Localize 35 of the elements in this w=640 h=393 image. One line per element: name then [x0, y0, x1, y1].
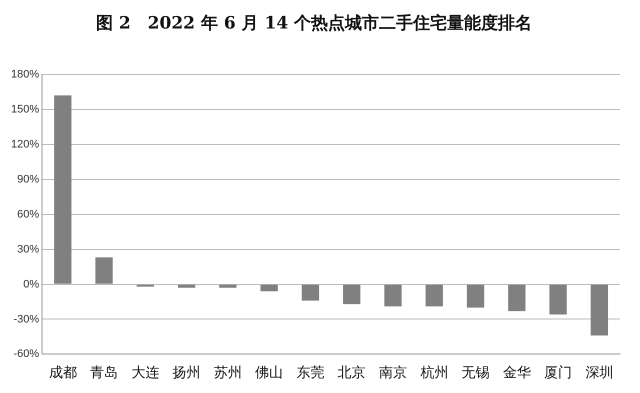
- x-tick-label: 杭州: [419, 365, 448, 382]
- y-tick-label: 150%: [10, 103, 40, 116]
- x-tick-label: 东莞: [296, 365, 324, 382]
- x-tick-label: 佛山: [255, 365, 284, 382]
- x-tick-label: 南京: [378, 365, 407, 382]
- x-tick-label: 北京: [338, 365, 366, 382]
- bar: [260, 284, 278, 292]
- bar: [95, 257, 113, 284]
- y-tick-label: 0%: [23, 278, 40, 290]
- x-tick-label: 金华: [502, 365, 531, 382]
- x-tick-label: 扬州: [172, 365, 201, 382]
- y-tick-label: 120%: [10, 138, 40, 150]
- bar: [426, 284, 443, 306]
- x-tick-label: 苏州: [214, 365, 242, 382]
- bar: [466, 284, 484, 308]
- y-tick-label: -30%: [13, 313, 40, 326]
- y-tick-label: 90%: [17, 173, 40, 186]
- chart-title: 图 2 2022 年 6 月 14 个热点城市二手住宅量能度排名: [96, 14, 532, 34]
- x-tick-label: 青岛: [90, 365, 118, 382]
- y-tick-label: 180%: [10, 68, 40, 80]
- x-tick-label: 大连: [131, 365, 160, 382]
- x-tick-label: 深圳: [585, 365, 614, 382]
- bar: [549, 284, 567, 315]
- bar: [302, 284, 320, 301]
- bar: [343, 284, 360, 304]
- x-tick-label: 无锡: [462, 365, 490, 382]
- y-tick-label: 60%: [17, 208, 40, 220]
- bar: [384, 284, 402, 306]
- bar: [508, 284, 526, 312]
- bar: [590, 284, 608, 336]
- y-tick-label: 30%: [17, 243, 40, 256]
- x-tick-label: 厦门: [544, 365, 572, 382]
- x-tick-label: 成都: [48, 365, 77, 382]
- y-tick-label: -60%: [13, 348, 40, 360]
- bar: [54, 95, 72, 284]
